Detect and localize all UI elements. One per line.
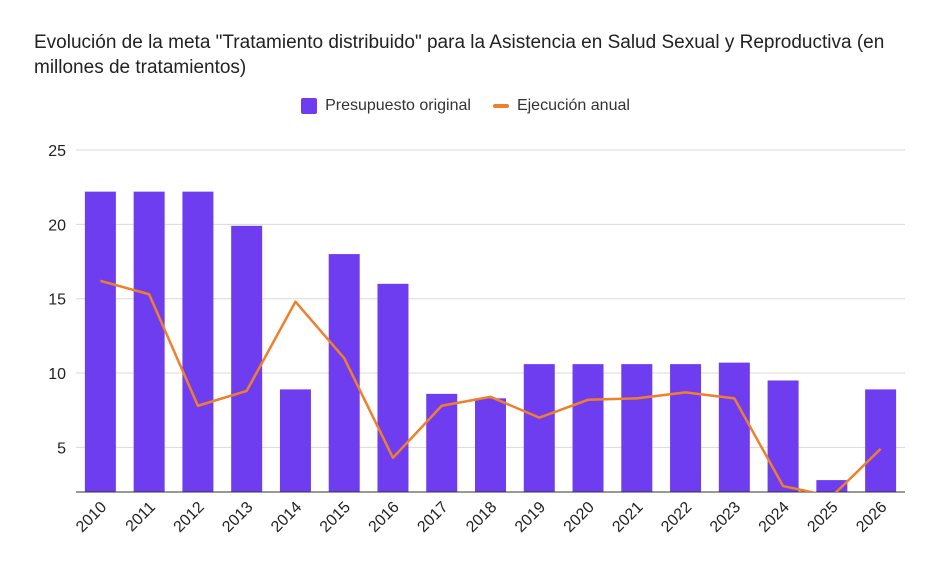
bar [523, 364, 555, 492]
bar [133, 191, 165, 493]
legend: Presupuesto original Ejecución anual [0, 97, 931, 115]
bar [670, 364, 702, 492]
bar [621, 364, 653, 492]
bar [377, 283, 409, 492]
x-tick-label: 2013 [219, 499, 256, 536]
legend-item-ejecucion: Ejecución anual [492, 97, 630, 115]
x-tick-label: 2024 [756, 499, 793, 536]
x-tick-label: 2018 [463, 499, 500, 536]
bar [572, 364, 604, 492]
x-tick-label: 2025 [804, 499, 841, 536]
x-tick-label: 2010 [73, 499, 110, 536]
bar [767, 380, 799, 492]
y-tick-label: 5 [57, 440, 66, 457]
x-tick-label: 2026 [853, 499, 890, 536]
legend-label-ejecucion: Ejecución anual [516, 97, 630, 114]
x-tick-label: 2015 [317, 499, 354, 536]
line-series-ejecucion [100, 279, 882, 492]
x-tick-label: 2014 [268, 499, 305, 536]
x-tick-label: 2011 [123, 499, 159, 535]
bar [718, 362, 750, 492]
bar [816, 480, 848, 492]
x-tick-label: 2021 [609, 499, 646, 536]
legend-swatch-bar [301, 98, 318, 114]
x-tick-label: 2012 [171, 499, 208, 536]
bar [475, 398, 506, 492]
bar [328, 254, 360, 492]
y-tick-label: 15 [48, 292, 66, 309]
chart-title: Evolución de la meta "Tratamiento distri… [34, 32, 885, 78]
y-tick-label: 25 [48, 143, 66, 160]
bar [426, 393, 458, 492]
bar [279, 389, 311, 492]
bar [182, 191, 214, 493]
bar [84, 191, 116, 493]
y-tick-label: 20 [48, 217, 66, 234]
legend-swatch-line [492, 104, 509, 108]
x-tick-label: 2016 [366, 499, 403, 536]
bar [231, 225, 263, 492]
x-tick-label: 2020 [561, 499, 598, 536]
legend-label-presupuesto: Presupuesto original [325, 97, 471, 114]
bar [865, 389, 897, 492]
legend-item-presupuesto: Presupuesto original [301, 97, 471, 115]
y-tick-label: 10 [48, 366, 66, 383]
x-tick-label: 2023 [707, 499, 744, 536]
x-tick-label: 2022 [658, 499, 695, 536]
x-tick-label: 2017 [414, 499, 451, 536]
x-tick-label: 2019 [512, 499, 549, 536]
